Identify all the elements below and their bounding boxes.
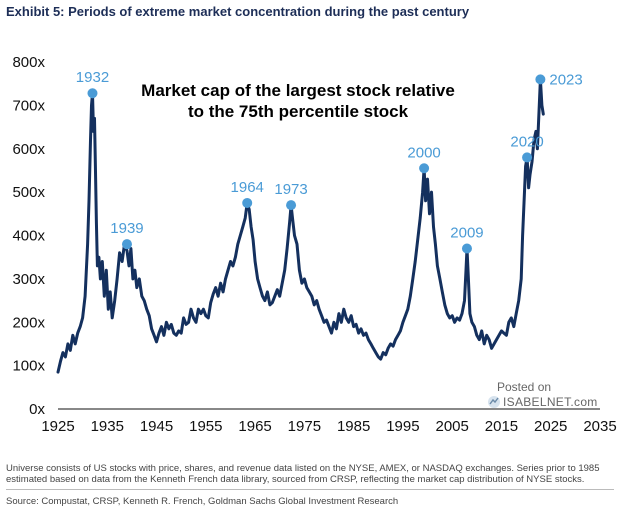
peak-marker bbox=[461, 243, 472, 254]
series-line bbox=[56, 77, 545, 374]
x-tick-label: 1995 bbox=[386, 418, 419, 435]
peak-marker bbox=[87, 88, 98, 99]
source-note: Source: Compustat, CRSP, Kenneth R. Fren… bbox=[6, 496, 399, 507]
watermark-site: ISABELNET.com bbox=[503, 395, 598, 409]
peak-marker bbox=[535, 74, 546, 85]
x-tick-label: 1945 bbox=[140, 418, 173, 435]
peak-marker bbox=[286, 200, 297, 211]
chart-title-line: to the 75th percentile stock bbox=[188, 102, 409, 121]
x-tick-label: 2035 bbox=[583, 418, 616, 435]
y-tick-label: 800x bbox=[12, 54, 45, 71]
chart-axes: 1925 1935 1945 1955 1965 1975 1985 1995 2005 2015… bbox=[12, 54, 616, 435]
peak-label: 2023 bbox=[549, 71, 582, 88]
y-tick-label: 200x bbox=[12, 314, 45, 331]
chart-title: Market cap of the largest stock relative… bbox=[141, 81, 455, 121]
x-tick-label: 1965 bbox=[238, 418, 271, 435]
peak-marker bbox=[242, 197, 253, 208]
x-tick-label: 2015 bbox=[485, 418, 518, 435]
peak-label: 1964 bbox=[231, 179, 264, 196]
x-tick-label: 1985 bbox=[337, 418, 370, 435]
y-tick-label: 700x bbox=[12, 97, 45, 114]
peak-marker bbox=[522, 152, 533, 163]
watermark-posted-on: Posted on bbox=[497, 380, 552, 394]
peak-label: 2000 bbox=[407, 144, 440, 161]
y-tick-label: 600x bbox=[12, 141, 45, 158]
watermark-logo-icon bbox=[488, 396, 500, 408]
x-tick-label: 1955 bbox=[189, 418, 222, 435]
chart-series-layer bbox=[56, 77, 545, 374]
x-tick-label: 1925 bbox=[41, 418, 74, 435]
y-tick-label: 400x bbox=[12, 228, 45, 245]
x-tick-label: 2005 bbox=[435, 418, 468, 435]
peak-marker bbox=[419, 163, 430, 174]
chart: 1925 1935 1945 1955 1965 1975 1985 1995 2005 2015… bbox=[12, 54, 616, 435]
peak-label: 1939 bbox=[110, 220, 143, 237]
watermark: Posted on ISABELNET.com bbox=[487, 380, 617, 414]
exhibit-title: Exhibit 5: Periods of extreme market con… bbox=[6, 4, 470, 19]
peak-label: 1932 bbox=[76, 69, 109, 86]
peak-label: 2009 bbox=[450, 225, 483, 242]
x-tick-label: 1975 bbox=[288, 418, 321, 435]
peak-marker bbox=[121, 239, 132, 250]
peak-label: 2020 bbox=[510, 133, 543, 150]
x-tick-label: 1935 bbox=[91, 418, 124, 435]
y-tick-label: 300x bbox=[12, 271, 45, 288]
chart-annotations: 1932 1939 1964 1973 2000 2009 2020 2023 bbox=[76, 69, 583, 254]
y-tick-label: 500x bbox=[12, 184, 45, 201]
chart-title-line: Market cap of the largest stock relative bbox=[141, 81, 455, 100]
x-tick-label: 2025 bbox=[534, 418, 567, 435]
y-tick-label: 0x bbox=[29, 401, 45, 418]
footnote: Universe consists of US stocks with pric… bbox=[6, 463, 600, 485]
footer-divider bbox=[6, 489, 614, 490]
y-tick-label: 100x bbox=[12, 358, 45, 375]
peak-label: 1973 bbox=[274, 181, 307, 198]
